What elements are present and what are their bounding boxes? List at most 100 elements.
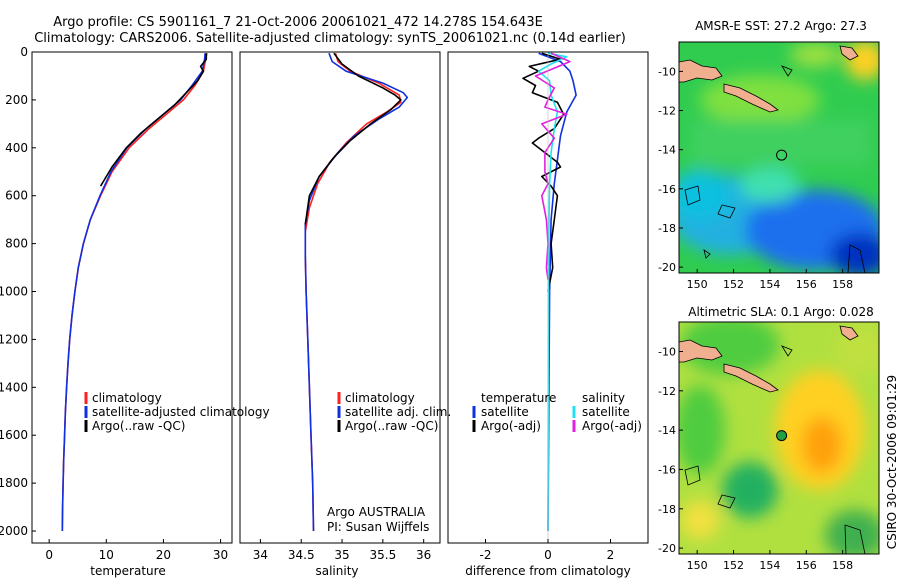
legend-satellite-label: satellite-adjusted climatology bbox=[92, 405, 270, 419]
legend-temp-satellite-label: satellite bbox=[481, 405, 529, 419]
difference-panel: -2 0 2 difference from climatology tempera… bbox=[447, 51, 649, 578]
coastline-reef bbox=[781, 65, 793, 77]
salinity-xlabel: salinity bbox=[315, 564, 358, 578]
header-line-2: Climatology: CARS2006. Satellite-adjuste… bbox=[34, 31, 626, 46]
difference-legend: temperature satellite Argo(-adj) salinit… bbox=[472, 391, 642, 433]
y-tick-label: 1400 bbox=[0, 380, 28, 394]
legend-sal-argo-label: Argo(-adj) bbox=[582, 419, 642, 433]
x-tick-label: 30 bbox=[213, 548, 228, 562]
sla-map-axes: 150 152 154 156 158 -10 -12 -14 -16 -18 -20 bbox=[658, 345, 853, 572]
argo-australia-label: Argo AUSTRALIA bbox=[327, 505, 426, 519]
coastline-island bbox=[839, 325, 859, 341]
map-y-tick-label: -16 bbox=[658, 183, 676, 196]
legend-sal-satellite-label: satellite bbox=[582, 405, 630, 419]
x-tick-label: 2 bbox=[607, 548, 615, 562]
map-x-tick-label: 158 bbox=[832, 559, 853, 572]
series-line-climatology bbox=[61, 53, 208, 532]
y-tick-label: 1200 bbox=[0, 332, 28, 346]
sla-map-frame bbox=[678, 321, 880, 555]
series-line-argo-raw-qc bbox=[99, 53, 208, 187]
legend-climatology-label: climatology bbox=[92, 391, 162, 405]
x-tick-label: 0 bbox=[544, 548, 552, 562]
coastline-island bbox=[723, 83, 779, 113]
map-x-tick-label: 152 bbox=[723, 559, 744, 572]
y-tick-label: 600 bbox=[5, 189, 28, 203]
sst-map-title: AMSR-E SST: 27.2 Argo: 27.3 bbox=[695, 19, 867, 33]
map-x-tick-label: 154 bbox=[759, 559, 780, 572]
map-y-tick-label: -18 bbox=[658, 503, 676, 516]
legend-argo-label: Argo(..raw -QC) bbox=[345, 419, 438, 433]
coastline-island bbox=[723, 363, 779, 393]
salinity-panel: 34 34.5 35 35.5 36 salinity climatology sate… bbox=[239, 51, 451, 578]
series-line-salinity-argo-adj bbox=[534, 52, 571, 280]
map-y-tick-label: -10 bbox=[658, 345, 676, 358]
y-tick-label: 1800 bbox=[0, 476, 28, 490]
coastline-island bbox=[679, 59, 723, 83]
y-tick-label: 1000 bbox=[0, 285, 28, 299]
map-x-tick-label: 158 bbox=[832, 278, 853, 291]
legend-temp-argo-label: Argo(-adj) bbox=[481, 419, 541, 433]
sla-map-title: Altimetric SLA: 0.1 Argo: 0.028 bbox=[688, 305, 873, 319]
x-tick-label: 34 bbox=[253, 548, 268, 562]
y-tick-label: 1600 bbox=[0, 428, 28, 442]
sst-map-frame bbox=[678, 41, 880, 274]
coastline-reef bbox=[703, 249, 711, 259]
map-y-tick-label: -18 bbox=[658, 222, 676, 235]
series-line-salinity-satellite bbox=[537, 52, 568, 532]
difference-xlabel: difference from climatology bbox=[465, 564, 631, 578]
sst-map: AMSR-E SST: 27.2 Argo: 27.3 bbox=[658, 19, 880, 291]
series-line-satellite-adj-clim bbox=[304, 52, 409, 532]
depth-axis: 0 200 400 600 800 1000 1200 1400 1600 1800 2000 bbox=[0, 45, 36, 538]
sla-map: Altimetric SLA: 0.1 Argo: 0.028 150 152 1 bbox=[658, 305, 880, 572]
salinity-x-axis: 34 34.5 35 35.5 36 bbox=[253, 539, 431, 562]
salinity-series bbox=[304, 52, 409, 532]
series-line-satellite-adjusted-climatology bbox=[61, 53, 206, 532]
argo-location-marker bbox=[776, 430, 788, 442]
coastline-reef bbox=[684, 465, 701, 486]
salinity-frame bbox=[239, 51, 441, 544]
salinity-legend: climatology satellite adj. clim. Argo(..… bbox=[337, 391, 451, 433]
temperature-xlabel: temperature bbox=[90, 564, 165, 578]
y-tick-label: 200 bbox=[5, 93, 28, 107]
legend-climatology-label: climatology bbox=[345, 391, 415, 405]
series-line-climatology bbox=[304, 52, 402, 532]
pi-label: PI: Susan Wijffels bbox=[327, 520, 429, 534]
coastline-reef bbox=[717, 494, 736, 509]
coastline-reef bbox=[717, 204, 736, 219]
coastline-reef bbox=[684, 185, 701, 206]
coastline-island bbox=[679, 339, 723, 363]
legend-temperature-heading: temperature bbox=[481, 391, 556, 405]
map-y-tick-label: -20 bbox=[658, 542, 676, 555]
map-y-tick-label: -14 bbox=[658, 144, 676, 157]
x-tick-label: -2 bbox=[480, 548, 492, 562]
x-tick-label: 35 bbox=[334, 548, 349, 562]
coastline-reef bbox=[781, 345, 793, 357]
map-y-tick-label: -10 bbox=[658, 65, 676, 78]
coastline-reef bbox=[847, 244, 866, 273]
series-line-temperature-satellite bbox=[538, 52, 577, 532]
y-tick-label: 400 bbox=[5, 141, 28, 155]
coastline-island bbox=[839, 45, 859, 61]
map-x-tick-label: 152 bbox=[723, 278, 744, 291]
map-x-tick-label: 150 bbox=[687, 559, 708, 572]
coastline-reef bbox=[844, 524, 866, 554]
y-tick-label: 2000 bbox=[0, 524, 28, 538]
sst-field bbox=[679, 42, 879, 273]
y-tick-label: 800 bbox=[5, 237, 28, 251]
legend-satellite-label: satellite adj. clim. bbox=[345, 405, 451, 419]
sst-map-axes: 150 152 154 156 158 -10 -12 -14 -16 -18 -20 bbox=[658, 65, 853, 291]
map-y-tick-label: -14 bbox=[658, 424, 676, 437]
legend-salinity-heading: salinity bbox=[582, 391, 625, 405]
map-y-tick-label: -12 bbox=[658, 105, 676, 118]
temperature-panel: 0 200 400 600 800 1000 1200 1400 1600 1800 2000 0 1… bbox=[0, 45, 270, 578]
map-x-tick-label: 154 bbox=[759, 278, 780, 291]
temperature-frame bbox=[31, 51, 233, 544]
map-y-tick-label: -16 bbox=[658, 463, 676, 476]
temperature-x-axis: 0 10 20 30 bbox=[45, 539, 228, 562]
temperature-legend: climatology satellite-adjusted climatolo… bbox=[84, 391, 270, 433]
series-line-argo-raw-qc bbox=[304, 52, 402, 225]
x-tick-label: 36 bbox=[416, 548, 431, 562]
x-tick-label: 35.5 bbox=[369, 548, 396, 562]
x-tick-label: 0 bbox=[45, 548, 53, 562]
